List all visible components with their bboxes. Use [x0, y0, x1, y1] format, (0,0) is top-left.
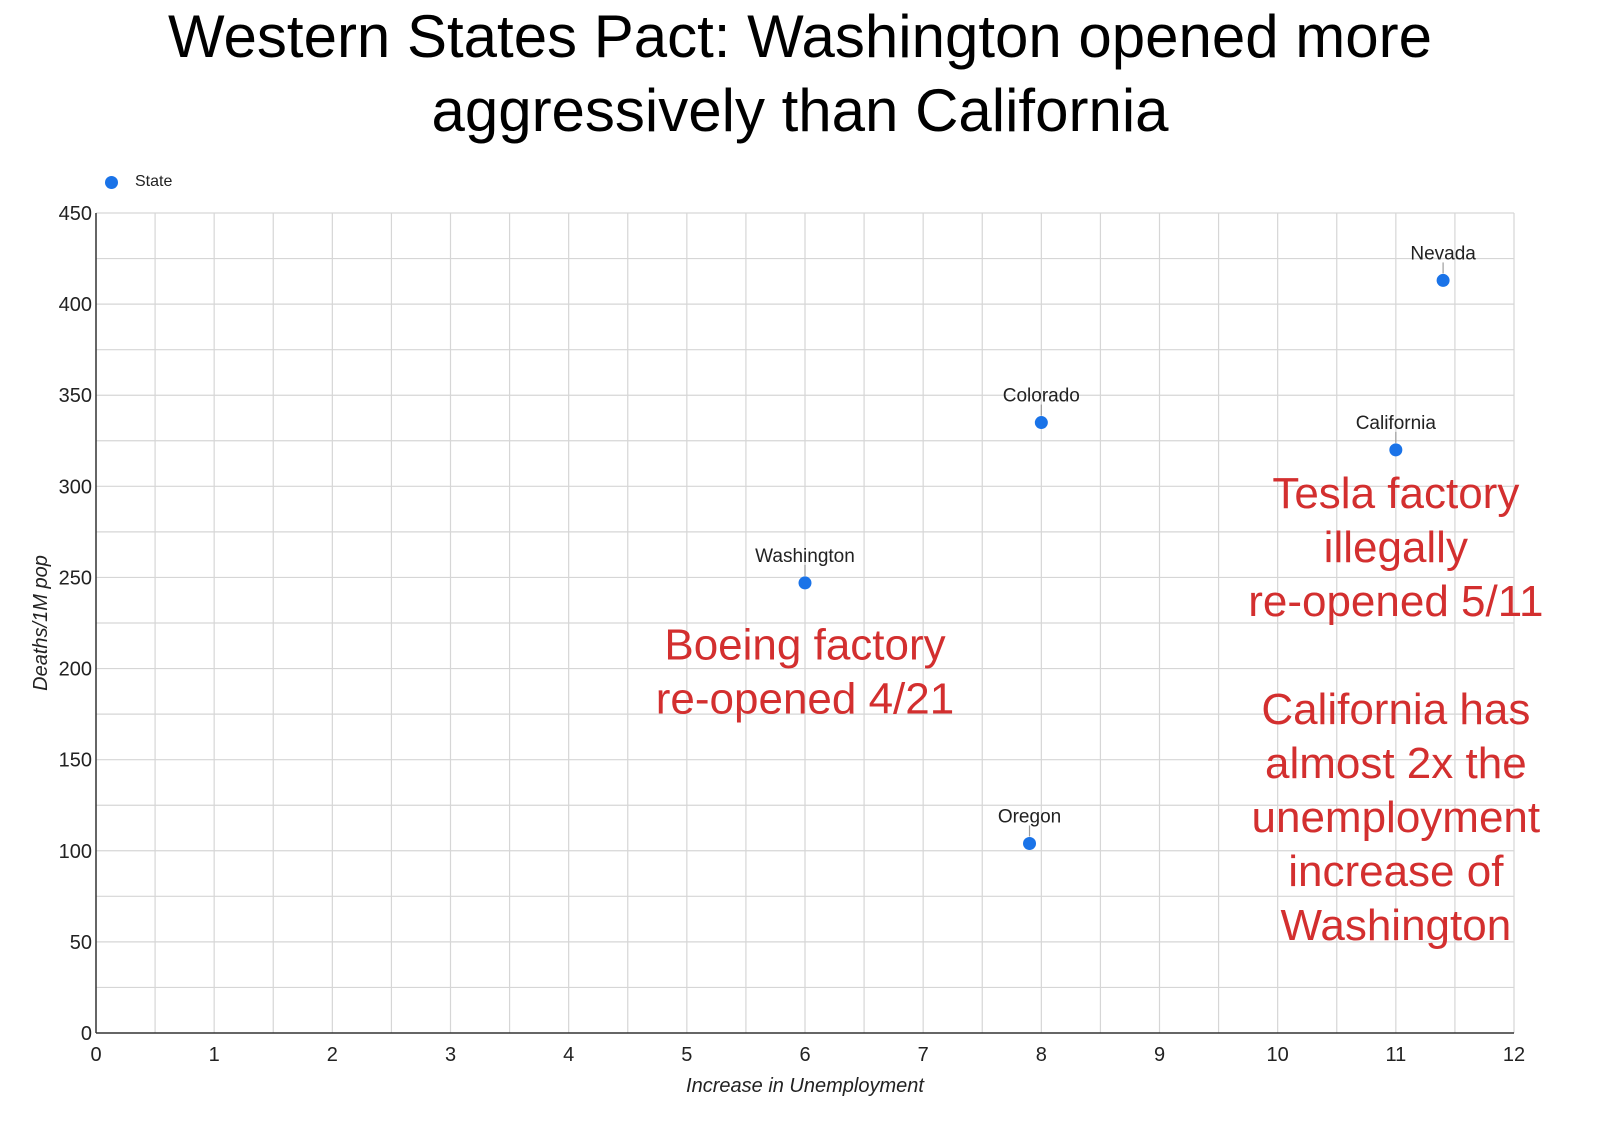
legend-label: State [135, 173, 173, 190]
data-point [798, 576, 812, 590]
annotation-text-2: Washington [1280, 901, 1511, 950]
x-tick-label: 6 [799, 1044, 810, 1066]
x-tick-label: 3 [445, 1044, 456, 1066]
x-tick-label: 11 [1385, 1044, 1406, 1066]
annotation-text-2: California has [1261, 685, 1530, 734]
data-point [1389, 443, 1403, 457]
x-tick-label: 12 [1503, 1044, 1525, 1066]
y-tick-label: 300 [59, 476, 92, 498]
point-label: Nevada [1410, 243, 1476, 264]
x-tick-label: 10 [1267, 1044, 1289, 1066]
annotation-text-2: illegally [1324, 523, 1468, 572]
chart-title-line-1: Western States Pact: Washington opened m… [167, 3, 1432, 70]
y-tick-label: 0 [81, 1023, 92, 1045]
y-tick-label: 350 [59, 385, 92, 407]
y-tick-label: 200 [59, 659, 92, 681]
x-tick-label: 0 [90, 1044, 101, 1066]
x-tick-label: 1 [209, 1044, 220, 1066]
annotation-text-1: re-opened 4/21 [656, 674, 954, 723]
annotation-text-2: unemployment [1252, 793, 1541, 842]
annotation-text-2: re-opened 5/11 [1248, 577, 1543, 626]
y-tick-label: 50 [70, 932, 92, 954]
x-tick-label: 8 [1036, 1044, 1047, 1066]
annotation-text-2: increase of [1288, 847, 1504, 896]
y-tick-label: 250 [59, 567, 92, 589]
data-point [1034, 416, 1048, 430]
point-label: California [1356, 413, 1437, 434]
y-axis-title: Deaths/1M pop [30, 555, 52, 691]
x-tick-label: 7 [918, 1044, 929, 1066]
x-tick-label: 5 [681, 1044, 692, 1066]
legend-marker [105, 175, 118, 189]
y-tick-label: 100 [59, 841, 92, 863]
x-tick-label: 9 [1154, 1044, 1165, 1066]
point-label: Washington [755, 546, 855, 567]
chart-title: Western States Pact: Washington opened m… [0, 0, 1600, 148]
point-label: Colorado [1003, 386, 1080, 407]
chart-title-line-2: aggressively than California [431, 77, 1169, 144]
y-tick-label: 450 [59, 203, 92, 225]
annotation-text-2: Tesla factory [1272, 469, 1519, 518]
y-tick-label: 150 [59, 750, 92, 772]
annotation-text-2: almost 2x the [1265, 739, 1527, 788]
x-tick-label: 4 [563, 1044, 574, 1066]
x-axis-title: Increase in Unemployment [686, 1075, 925, 1097]
x-tick-label: 2 [327, 1044, 338, 1066]
data-point [1436, 273, 1450, 287]
chart-legend: State [105, 172, 172, 192]
point-label: Oregon [998, 806, 1061, 827]
data-point [1023, 836, 1037, 850]
annotation-text-1: Boeing factory [664, 620, 945, 669]
y-tick-label: 400 [59, 294, 92, 316]
